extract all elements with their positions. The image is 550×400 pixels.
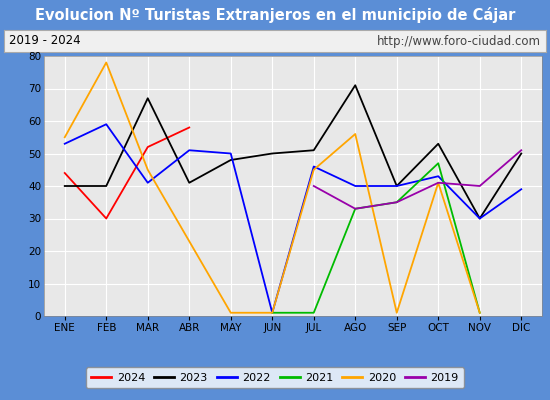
Text: http://www.foro-ciudad.com: http://www.foro-ciudad.com [377,34,541,48]
Legend: 2024, 2023, 2022, 2021, 2020, 2019: 2024, 2023, 2022, 2021, 2020, 2019 [86,367,464,388]
Text: 2019 - 2024: 2019 - 2024 [9,34,81,48]
Text: Evolucion Nº Turistas Extranjeros en el municipio de Cájar: Evolucion Nº Turistas Extranjeros en el … [35,7,515,23]
